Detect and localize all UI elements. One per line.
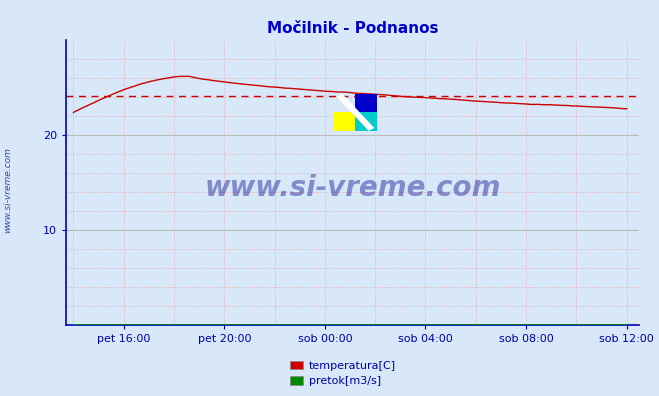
Text: www.si-vreme.com: www.si-vreme.com: [3, 147, 13, 233]
FancyBboxPatch shape: [355, 112, 377, 131]
Title: Močilnik - Podnanos: Močilnik - Podnanos: [267, 21, 438, 36]
Polygon shape: [337, 94, 374, 131]
Text: www.si-vreme.com: www.si-vreme.com: [204, 174, 501, 202]
Legend: temperatura[C], pretok[m3/s]: temperatura[C], pretok[m3/s]: [290, 361, 395, 386]
FancyBboxPatch shape: [355, 94, 377, 112]
FancyBboxPatch shape: [333, 112, 355, 131]
